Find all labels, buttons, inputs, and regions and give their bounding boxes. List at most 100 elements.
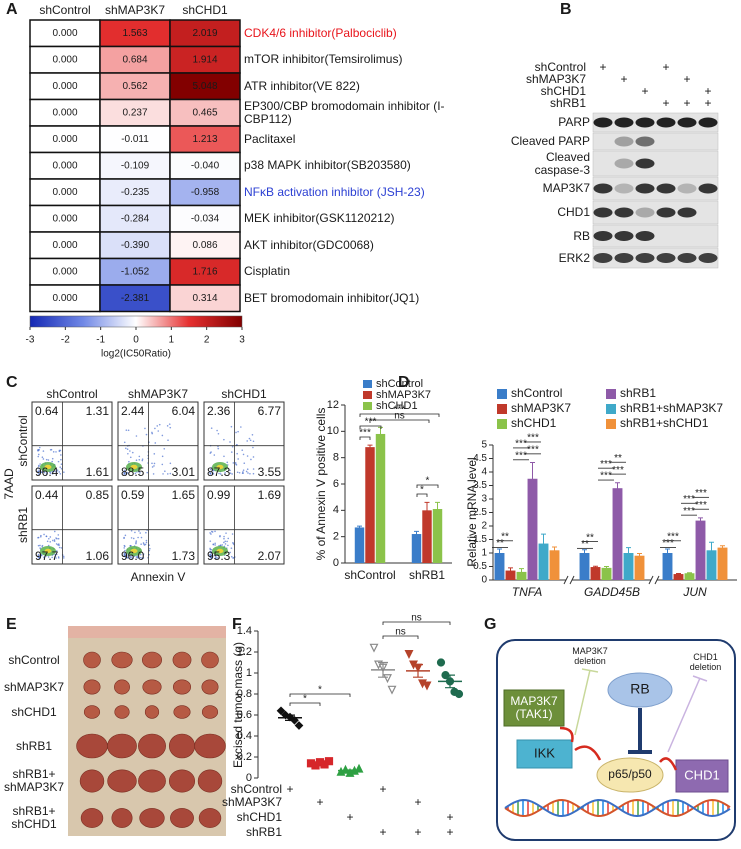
row-label: BET bromodomain inhibitor(JQ1) xyxy=(244,290,420,305)
flow-event xyxy=(144,427,146,430)
flow-event xyxy=(59,466,62,468)
inhibition-bar xyxy=(692,675,708,682)
y-axis-label: % of Annexin V positive cells xyxy=(314,408,328,561)
flow-event xyxy=(209,547,211,550)
group-marker: + xyxy=(446,825,453,839)
flow-event xyxy=(161,455,164,458)
flow-event xyxy=(216,429,218,432)
flow-event xyxy=(214,530,216,533)
cell-label: -0.011 xyxy=(121,134,149,145)
flow-event xyxy=(40,534,42,537)
flow-event xyxy=(252,468,255,470)
cell-label: 0.000 xyxy=(52,240,77,251)
axis-break xyxy=(569,575,575,585)
row-label: NFκB activation inhibitor (JSH-23) xyxy=(244,184,425,199)
flow-event xyxy=(130,529,133,532)
flow-event xyxy=(123,441,126,444)
flow-event xyxy=(135,540,138,542)
flow-event xyxy=(236,452,238,455)
flow-event xyxy=(139,472,141,474)
significance-label: *** xyxy=(683,506,695,517)
cell-label: 0.000 xyxy=(52,81,77,92)
flow-event xyxy=(242,469,245,471)
tumor-row-label: shControl xyxy=(8,652,60,667)
lane-marker: + xyxy=(662,96,669,110)
data-point xyxy=(369,643,379,653)
bar xyxy=(579,553,590,580)
significance-label: ** xyxy=(501,531,509,542)
heatmap-cell xyxy=(169,204,241,233)
row-label: mTOR inhibitor(Temsirolimus) xyxy=(244,52,403,67)
significance-label: *** xyxy=(612,465,624,476)
tumor xyxy=(198,808,222,828)
flow-event xyxy=(247,472,249,474)
flow-event xyxy=(43,533,45,536)
heatmap-cell xyxy=(169,231,241,260)
error-bar xyxy=(698,517,703,524)
quadrant-value: 0.44 xyxy=(35,488,59,502)
tumor xyxy=(76,733,108,759)
bar xyxy=(538,543,549,580)
significance-bracket xyxy=(382,621,451,625)
flow-event xyxy=(219,535,221,538)
flow-event xyxy=(146,471,149,474)
y-tick-label: 0.8 xyxy=(237,688,252,700)
cell-label: 0.237 xyxy=(122,107,147,118)
bar xyxy=(527,478,538,580)
data-point xyxy=(294,721,304,730)
tumor xyxy=(168,733,196,759)
flow-event xyxy=(128,460,130,463)
flow-event xyxy=(145,433,148,436)
flow-event xyxy=(152,473,155,475)
cell-label: -2.381 xyxy=(121,293,150,304)
flow-event xyxy=(151,462,153,465)
sem-bar xyxy=(315,761,325,765)
flow-event xyxy=(158,423,161,426)
y-tick-label: 6 xyxy=(333,478,339,490)
y-tick-label: 0.4 xyxy=(237,730,252,742)
significance-label: *** xyxy=(527,445,539,456)
flow-event xyxy=(215,557,217,559)
flow-event xyxy=(123,544,126,547)
flow-event xyxy=(249,439,252,442)
flow-event xyxy=(216,557,219,559)
flow-density-core xyxy=(130,548,138,554)
flow-event xyxy=(210,548,213,551)
flow-event xyxy=(52,451,55,453)
error-bar xyxy=(604,566,609,570)
flow-event xyxy=(226,461,229,464)
condition-label: shRB1 xyxy=(550,96,586,110)
flow-event xyxy=(162,473,164,475)
flow-event xyxy=(37,455,40,458)
condition-label: shControl xyxy=(231,782,282,796)
flow-event xyxy=(126,448,129,450)
flow-event xyxy=(209,532,211,534)
heatmap-cell xyxy=(29,284,101,313)
legend-label: shRB1+shCHD1 xyxy=(620,416,709,430)
lane-marker: + xyxy=(641,84,648,98)
flow-event xyxy=(140,536,143,539)
legend-label: shMAP3K7 xyxy=(511,401,571,415)
blot-band xyxy=(635,136,655,147)
group-marker: + xyxy=(316,795,323,809)
quadrant-value: 0.85 xyxy=(86,488,110,502)
quadrant-value: 1.31 xyxy=(86,404,110,418)
significance-label: * xyxy=(303,694,307,705)
significance-label: * xyxy=(420,485,424,496)
flow-event xyxy=(241,449,244,451)
flow-event xyxy=(224,472,226,474)
flow-event xyxy=(209,556,212,559)
flow-event xyxy=(252,440,255,443)
flow-event xyxy=(161,434,164,437)
y-tick-label: 4.5 xyxy=(473,453,487,464)
flow-event xyxy=(238,471,241,474)
flow-event xyxy=(37,536,40,539)
flow-event xyxy=(57,534,60,536)
sem-bar xyxy=(345,769,355,772)
flow-event xyxy=(229,441,231,443)
column-header: shCHD1 xyxy=(182,3,228,17)
flow-event xyxy=(51,471,54,473)
y-tick-label: 0.2 xyxy=(237,751,252,763)
flow-event xyxy=(218,472,220,475)
